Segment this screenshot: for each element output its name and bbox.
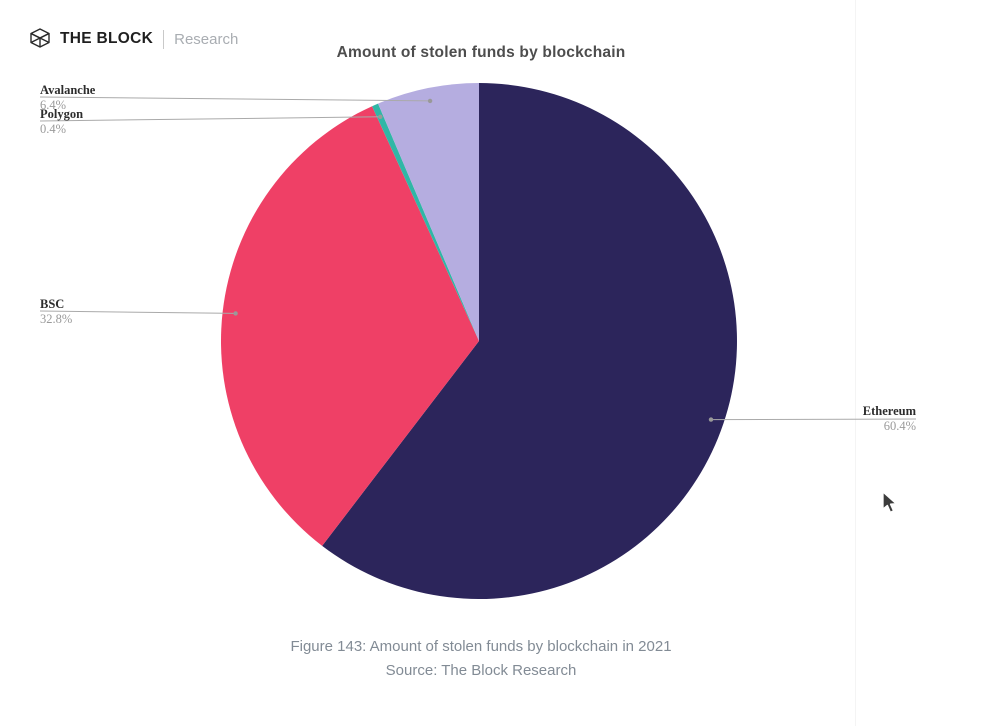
slice-percent-polygon: 0.4% <box>40 122 67 136</box>
chart-title: Amount of stolen funds by blockchain <box>336 44 626 61</box>
callout-ethereum: Ethereum 60.4% <box>863 405 916 433</box>
pie-slice-ethereum <box>322 83 737 599</box>
leader-dot-ethereum <box>708 417 714 422</box>
pie-slice-avalanche <box>378 83 479 341</box>
slice-label-ethereum: Ethereum <box>862 404 916 418</box>
brand-name: THE BLOCK <box>60 30 154 47</box>
slice-label-polygon: Polygon <box>40 107 84 121</box>
page-seam-divider <box>855 0 856 726</box>
slice-label-bsc: BSC <box>40 297 65 311</box>
brand-sub-research: Research <box>174 30 239 48</box>
leader-dot-avalanche <box>427 98 433 104</box>
block-cube-icon <box>28 27 52 51</box>
callout-bsc: BSC 32.8% <box>40 298 72 326</box>
leader-line-ethereum <box>710 418 917 421</box>
leader-line-polygon <box>39 116 381 122</box>
mouse-cursor-icon <box>881 491 901 520</box>
slice-percent-bsc: 32.8% <box>40 312 73 326</box>
leader-line-avalanche <box>39 96 431 102</box>
pie-slice-polygon <box>372 103 479 341</box>
source-caption: Source: The Block Research <box>385 662 577 679</box>
slice-percent-avalanche: 6.4% <box>40 98 67 112</box>
callout-avalanche: Avalanche 6.4% <box>40 84 95 112</box>
leader-dot-bsc <box>233 311 238 316</box>
slice-label-avalanche: Avalanche <box>40 83 96 97</box>
brand-divider <box>163 29 165 49</box>
slice-percent-ethereum: 60.4% <box>883 419 916 433</box>
leader-line-bsc <box>39 310 236 314</box>
brand-logo: THE BLOCK Research <box>28 27 238 51</box>
pie-slice-bsc <box>220 106 479 546</box>
figure-caption: Figure 143: Amount of stolen funds by bl… <box>290 638 672 655</box>
leader-dot-polygon <box>378 114 383 120</box>
callout-polygon: Polygon 0.4% <box>40 108 83 136</box>
